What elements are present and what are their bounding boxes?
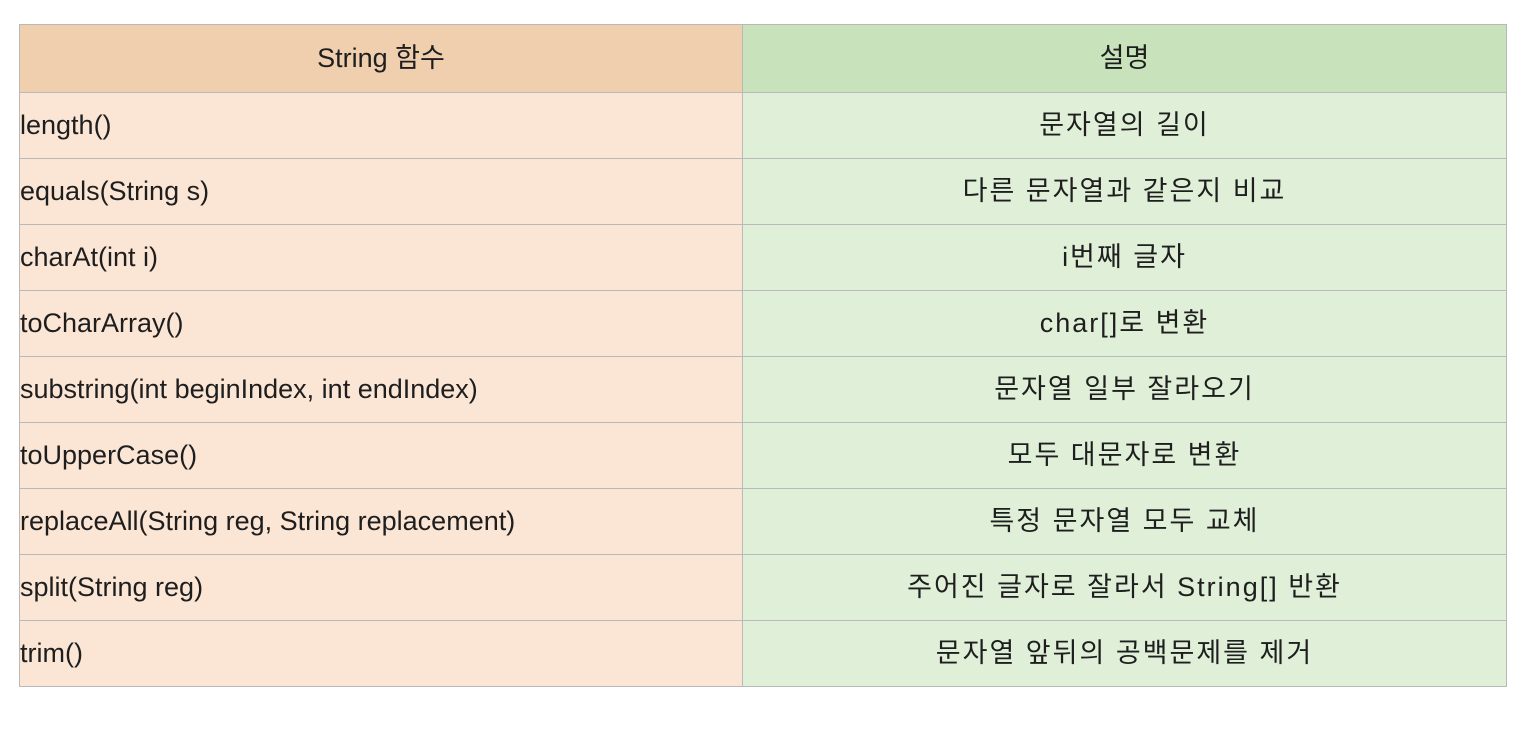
table-row: replaceAll(String reg, String replacemen…: [19, 488, 1507, 555]
description-cell: i번째 글자: [742, 224, 1507, 291]
function-cell: trim(): [19, 620, 743, 687]
table-row: toCharArray() char[]로 변환: [19, 290, 1507, 357]
table-row: toUpperCase() 모두 대문자로 변환: [19, 422, 1507, 489]
description-cell: 문자열의 길이: [742, 92, 1507, 159]
table-row: substring(int beginIndex, int endIndex) …: [19, 356, 1507, 423]
function-cell: equals(String s): [19, 158, 743, 225]
description-cell: char[]로 변환: [742, 290, 1507, 357]
description-cell: 특정 문자열 모두 교체: [742, 488, 1507, 555]
table-row: trim() 문자열 앞뒤의 공백문제를 제거: [19, 620, 1507, 687]
function-cell: toCharArray(): [19, 290, 743, 357]
table-header-row: String 함수 설명: [19, 24, 1507, 93]
table-row: split(String reg) 주어진 글자로 잘라서 String[] 반…: [19, 554, 1507, 621]
description-cell: 주어진 글자로 잘라서 String[] 반환: [742, 554, 1507, 621]
description-cell: 문자열 앞뒤의 공백문제를 제거: [742, 620, 1507, 687]
table-row: length() 문자열의 길이: [19, 92, 1507, 159]
function-cell: substring(int beginIndex, int endIndex): [19, 356, 743, 423]
string-functions-table: String 함수 설명 length() 문자열의 길이 equals(Str…: [19, 24, 1507, 687]
header-function: String 함수: [19, 24, 743, 93]
function-cell: charAt(int i): [19, 224, 743, 291]
table-row: charAt(int i) i번째 글자: [19, 224, 1507, 291]
table-row: equals(String s) 다른 문자열과 같은지 비교: [19, 158, 1507, 225]
header-description: 설명: [742, 24, 1507, 93]
description-cell: 문자열 일부 잘라오기: [742, 356, 1507, 423]
function-cell: length(): [19, 92, 743, 159]
function-cell: replaceAll(String reg, String replacemen…: [19, 488, 743, 555]
description-cell: 모두 대문자로 변환: [742, 422, 1507, 489]
description-cell: 다른 문자열과 같은지 비교: [742, 158, 1507, 225]
function-cell: toUpperCase(): [19, 422, 743, 489]
function-cell: split(String reg): [19, 554, 743, 621]
